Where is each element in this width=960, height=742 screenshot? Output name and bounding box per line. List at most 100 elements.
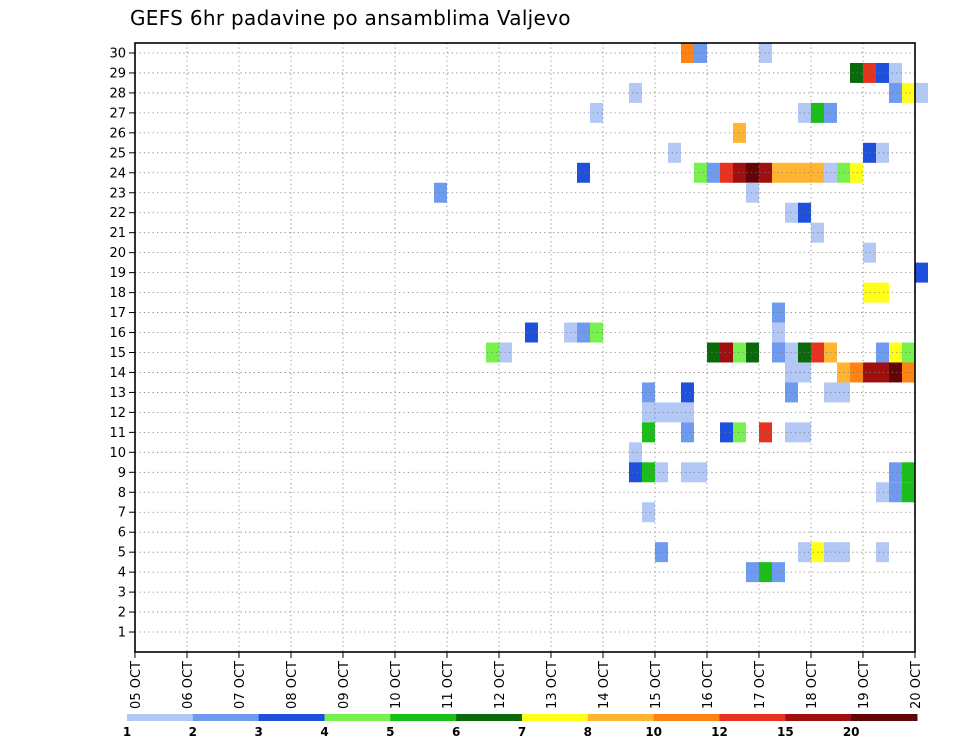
y-tick-label: 25 [109,146,126,161]
y-tick-label: 6 [118,526,126,541]
legend-label: 20 [843,725,860,739]
plot-frame [134,42,916,653]
precip-cell [863,362,876,383]
y-tick-label: 18 [109,286,126,301]
legend-swatch [653,714,720,721]
precip-cell [642,422,655,443]
legend-swatch [456,714,523,721]
x-tick-label: 14 OCT [597,661,612,709]
legend-label: 8 [584,725,592,739]
precip-cell [889,482,902,503]
y-tick-label: 1 [118,626,126,641]
precip-cell [746,562,759,583]
legend-swatch [127,714,194,721]
precip-cell [746,342,759,363]
legend-swatch [587,714,655,721]
color-legend: 1 2 3 4 5 6 7 8 10 12 15 20 [123,714,918,739]
legend-label: 7 [518,725,526,739]
precip-cell [889,62,902,83]
precip-cell [642,382,655,403]
y-tick-label: 19 [109,266,126,281]
y-tick-label: 20 [109,246,126,261]
x-tick-label: 13 OCT [545,661,560,709]
y-tick-label: 8 [118,486,126,501]
x-tick-label: 05 OCT [129,661,144,709]
x-tick-label: 20 OCT [909,661,924,709]
precip-cell [668,142,681,163]
legend-label: 12 [711,725,728,739]
precip-cell [759,43,772,63]
y-tick-label: 14 [109,366,126,381]
precip-cell [902,342,915,363]
legend-label: 2 [189,725,197,739]
y-tick-label: 26 [109,126,126,141]
precip-cell [733,162,746,183]
legend-swatch [719,714,786,721]
precip-cell [720,342,733,363]
y-tick-label: 16 [109,326,126,341]
precip-cell [902,462,915,483]
legend-label: 1 [123,725,131,739]
precip-cell [876,142,889,163]
precip-cell [681,382,694,403]
legend-swatch [390,714,457,721]
legend-swatch [785,714,852,721]
precip-cell [863,62,876,83]
precip-cell [863,242,876,263]
x-axis: 05 OCT 06 OCT 07 OCT 08 OCT 09 OCT 10 OCT 11 O… [129,652,924,709]
y-tick-label: 28 [109,86,126,101]
legend-swatch [324,714,391,721]
legend-swatch [192,714,260,721]
legend-swatch [258,714,325,721]
precip-cell [655,542,668,563]
precip-cell [655,462,668,483]
legend-swatch [522,714,589,721]
y-tick-label: 24 [109,166,126,181]
precip-cell [850,62,863,83]
x-tick-label: 12 OCT [493,661,508,709]
precip-cell [681,462,694,483]
precip-cell [694,162,707,183]
legend-label: 10 [645,725,662,739]
x-tick-label: 18 OCT [805,661,820,709]
x-tick-label: 06 OCT [181,661,196,709]
y-tick-label: 29 [109,66,126,81]
precip-cell [759,562,772,583]
x-tick-label: 11 OCT [441,661,456,709]
precip-cell [759,162,772,183]
y-tick-label: 7 [118,506,126,521]
precip-cell [564,322,577,343]
y-tick-label: 23 [109,186,126,201]
precip-cell [733,342,746,363]
precip-cell [876,342,889,363]
legend-label: 3 [254,725,262,739]
precip-cell [720,162,733,183]
precip-cell [889,342,902,363]
y-tick-label: 17 [109,306,126,321]
precip-cell [629,82,642,103]
precip-cell [902,362,915,383]
precip-cell [694,43,707,63]
y-tick-label: 22 [109,206,126,221]
precip-cell [902,482,915,503]
precip-cell [746,182,759,203]
precip-cell [629,442,642,463]
precip-cell [889,82,902,103]
precip-cell [902,82,915,103]
x-tick-label: 09 OCT [337,661,352,709]
precip-cell [681,43,694,63]
y-tick-label: 21 [109,226,126,241]
legend-label: 4 [320,725,328,739]
y-tick-label: 13 [109,386,126,401]
y-tick-label: 5 [118,546,126,561]
precip-cell [590,322,603,343]
y-tick-label: 11 [109,426,126,441]
legend-label: 5 [386,725,394,739]
precip-cell [668,402,681,423]
precip-cell [577,322,590,343]
precip-cell [707,342,720,363]
y-tick-label: 9 [118,466,126,481]
y-tick-label: 10 [109,446,126,461]
precip-cell [863,142,876,163]
legend-label: 6 [452,725,460,739]
